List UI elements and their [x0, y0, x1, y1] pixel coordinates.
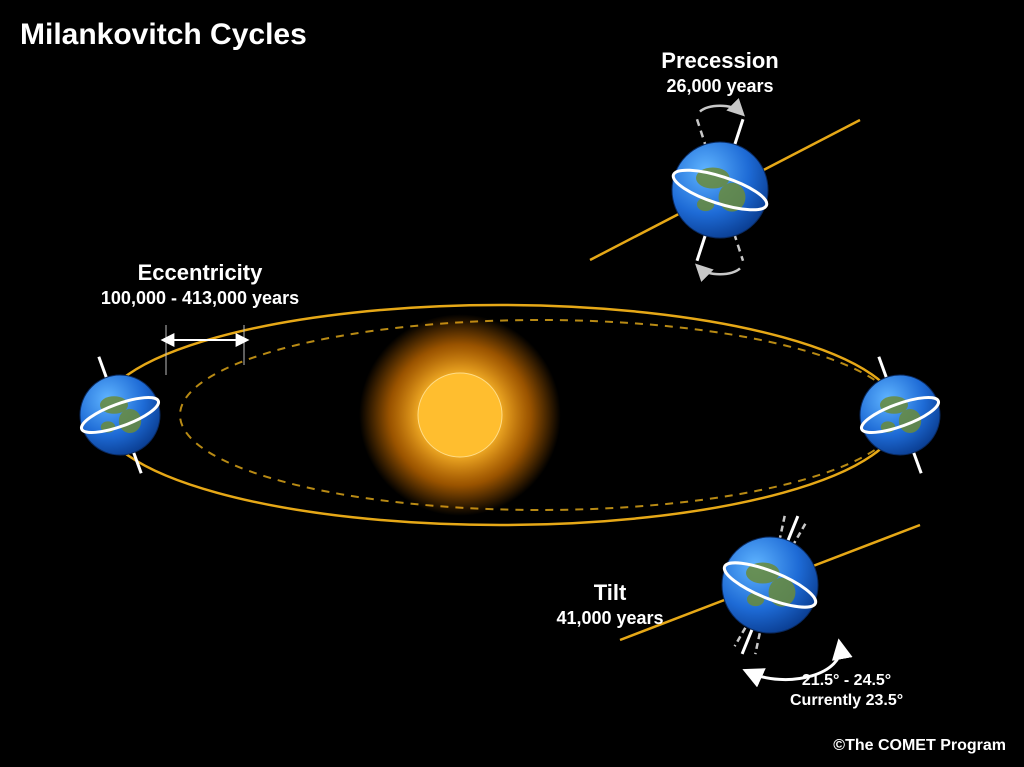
- precession-label: Precession 26,000 years: [661, 48, 778, 97]
- eccentricity-period: 100,000 - 413,000 years: [101, 288, 299, 309]
- diagram-stage: Milankovitch Cycles Eccentricity 100,000…: [0, 0, 1024, 767]
- precession-title: Precession: [661, 48, 778, 74]
- tilt-label: Tilt 41,000 years: [556, 580, 663, 629]
- tilt-range: 21.5° - 24.5°: [790, 672, 903, 690]
- tilt-angle-label: 21.5° - 24.5° Currently 23.5°: [790, 670, 903, 710]
- credit-text: ©The COMET Program: [833, 737, 1006, 755]
- tilt-current: Currently 23.5°: [790, 692, 903, 710]
- eccentricity-title: Eccentricity: [101, 260, 299, 286]
- tilt-title: Tilt: [556, 580, 663, 606]
- scene-svg: [0, 0, 1024, 767]
- precession-period: 26,000 years: [661, 76, 778, 97]
- tilt-period: 41,000 years: [556, 608, 663, 629]
- eccentricity-label: Eccentricity 100,000 - 413,000 years: [101, 260, 299, 309]
